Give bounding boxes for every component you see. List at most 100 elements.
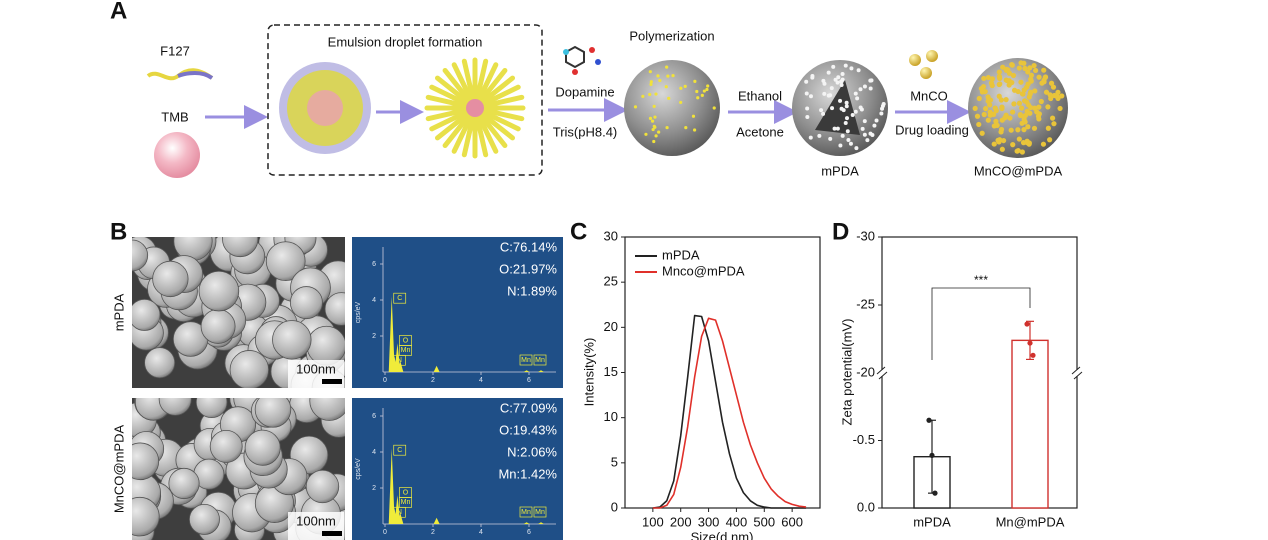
pore [844, 116, 849, 121]
axis-break [1071, 366, 1081, 375]
mnco-dot [1016, 65, 1022, 71]
dot [653, 115, 657, 119]
eds-peak [523, 522, 530, 524]
pore [804, 91, 809, 96]
y-tick-label: 15 [604, 364, 618, 379]
mnco-dot [987, 102, 993, 108]
x-tick-label: mPDA [913, 514, 951, 529]
molecule [563, 45, 601, 75]
dot [683, 84, 687, 88]
mnco-dot [978, 85, 984, 92]
pore [840, 133, 845, 138]
mnco-dot [1019, 105, 1025, 111]
eds-tick-label: 2 [372, 485, 376, 492]
label: Acetone [736, 124, 784, 139]
eds-peak [433, 365, 440, 372]
peak-label: Mn [401, 499, 411, 506]
particle [254, 398, 292, 428]
particle [195, 398, 228, 419]
mnco-dot [1031, 62, 1037, 69]
mnco-dot [1021, 114, 1027, 120]
mnco-dot [1025, 124, 1031, 130]
mnco-dot [989, 76, 995, 82]
mnco-dot [1032, 88, 1038, 94]
peak-label: Mn [521, 357, 531, 364]
mnco-dot [1027, 110, 1033, 116]
dot [649, 82, 653, 86]
legend-label: Mnco@mPDA [662, 263, 745, 278]
pore [844, 104, 849, 109]
eds-y-label: cps/eV [355, 301, 362, 323]
peak-label: Mn [521, 509, 531, 516]
pore [868, 86, 873, 91]
pore [839, 79, 844, 84]
eds-composition: N:1.89% [507, 283, 557, 298]
dot [696, 96, 700, 100]
peak-label-box [393, 506, 406, 518]
mnco-dot [996, 69, 1002, 75]
mnco-ball [926, 50, 938, 62]
dot [644, 132, 648, 136]
mnco-dot [993, 118, 999, 124]
mnco-dot [1022, 98, 1028, 104]
y-tick-label: -30 [856, 228, 875, 243]
panel-letter: B [110, 218, 127, 245]
pore [839, 82, 844, 87]
eds-tick-label: 4 [372, 449, 376, 456]
particle [132, 298, 161, 331]
mnco-dot [1010, 109, 1016, 115]
dot [705, 87, 709, 92]
mnco-dot [1022, 65, 1028, 71]
mnco-dot [1009, 62, 1015, 68]
mnco-dot [1016, 136, 1022, 142]
dot [665, 125, 669, 130]
y-tick-label: 5 [611, 454, 618, 469]
mnco-dot [1010, 72, 1017, 79]
particle [229, 350, 269, 388]
particle [132, 239, 149, 272]
pore [840, 71, 845, 76]
dot [665, 65, 669, 69]
mnco-dot [999, 105, 1005, 112]
mnco-dot [1009, 79, 1015, 86]
dot [648, 116, 653, 120]
pore [862, 119, 867, 124]
mnco-dot [1025, 81, 1031, 87]
dot [650, 119, 655, 123]
mnco-dot [1038, 98, 1044, 105]
mnco-dot [1047, 92, 1053, 98]
eds-peak [388, 448, 395, 524]
pore [831, 64, 836, 69]
pore [835, 126, 840, 131]
pda-sphere [624, 60, 720, 156]
mnco-dot [999, 146, 1005, 152]
tmb-sphere [154, 132, 200, 178]
panel-letter: C [570, 218, 587, 245]
mnco-dot [987, 97, 994, 103]
particle [173, 237, 213, 261]
dashed-box [267, 24, 543, 176]
scheme [146, 24, 1068, 178]
y-tick-label: -25 [856, 296, 875, 311]
data-point [929, 452, 935, 458]
eds-peak [388, 296, 395, 372]
box-title: Emulsion droplet formation [328, 34, 483, 49]
x-tick-label: 100 [642, 514, 664, 529]
mnco-dot [1028, 72, 1035, 78]
dot [712, 106, 716, 110]
label: Ethanol [738, 88, 782, 103]
mnco-dot [982, 89, 988, 95]
mnco-dot [996, 81, 1002, 88]
pore [822, 91, 827, 96]
series-line [652, 317, 807, 509]
mnco-dot [1059, 93, 1065, 99]
x-tick-label: 200 [670, 514, 692, 529]
mnco-dot [1036, 111, 1042, 117]
mnco-dot [985, 117, 991, 123]
eds-tick-label: 6 [527, 529, 531, 536]
pore [826, 70, 831, 75]
particle [158, 398, 192, 416]
mnco-dot [1028, 76, 1034, 82]
x-tick-label: 500 [753, 514, 775, 529]
